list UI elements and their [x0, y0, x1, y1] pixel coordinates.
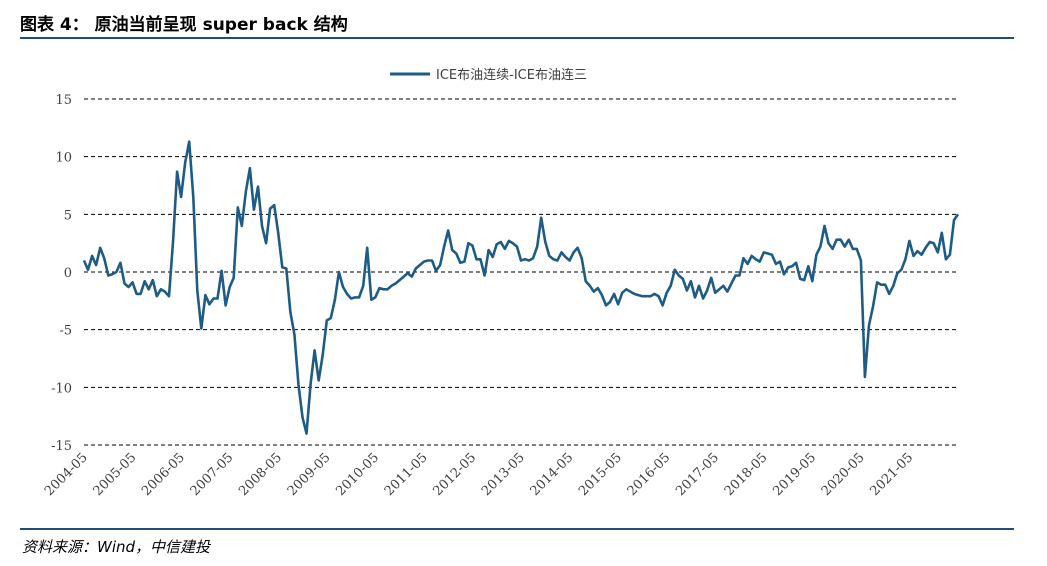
- y-tick-label: -15: [51, 439, 72, 454]
- x-tick-label: 2014-05: [528, 450, 577, 499]
- source-note: 资料来源：Wind，中信建投: [22, 538, 211, 556]
- x-tick-label: 2018-05: [722, 450, 771, 499]
- y-tick-label: 15: [55, 93, 72, 108]
- x-tick-label: 2017-05: [673, 450, 722, 499]
- x-tick-label: 2021-05: [867, 450, 916, 499]
- y-tick-label: -10: [51, 381, 72, 396]
- series-layer: [82, 140, 960, 435]
- x-tick-label: 2020-05: [819, 450, 868, 499]
- x-tick-label: 2005-05: [91, 450, 140, 499]
- x-tick-label: 2019-05: [770, 450, 819, 499]
- x-tick-label: 2015-05: [576, 450, 625, 499]
- x-tick-label: 2012-05: [430, 450, 479, 499]
- x-tick-label: 2006-05: [139, 450, 188, 499]
- y-tick-label: 5: [64, 208, 72, 223]
- title-rule: [20, 37, 1014, 39]
- x-tick-label: 2010-05: [333, 450, 382, 499]
- x-tick-label: 2008-05: [236, 450, 285, 499]
- y-tick-label: 0: [64, 266, 72, 281]
- legend-label: ICE布油连续-ICE布油连三: [436, 67, 587, 83]
- x-tick-label: 2004-05: [42, 450, 91, 499]
- x-tick-label: 2013-05: [479, 450, 528, 499]
- x-tick-label: 2009-05: [285, 450, 334, 499]
- series-line: [82, 140, 960, 435]
- x-tick-label: 2007-05: [188, 450, 237, 499]
- y-tick-label: -5: [59, 324, 72, 339]
- x-tick-label: 2016-05: [625, 450, 674, 499]
- y-tick-label: 10: [55, 151, 72, 166]
- x-tick-label: 2011-05: [382, 450, 431, 499]
- figure-title: 图表 4： 原油当前呈现 super back 结构: [20, 15, 348, 35]
- gridlines: [84, 98, 958, 446]
- y-axis-ticks: 15 10 5 0 -5 -10 -15: [51, 93, 72, 454]
- legend: ICE布油连续-ICE布油连三: [390, 67, 587, 83]
- x-axis-ticks: 2004-05 2005-05 2006-05 2007-05 2008-05 2009-…: [42, 450, 916, 499]
- source-rule: [20, 528, 1014, 530]
